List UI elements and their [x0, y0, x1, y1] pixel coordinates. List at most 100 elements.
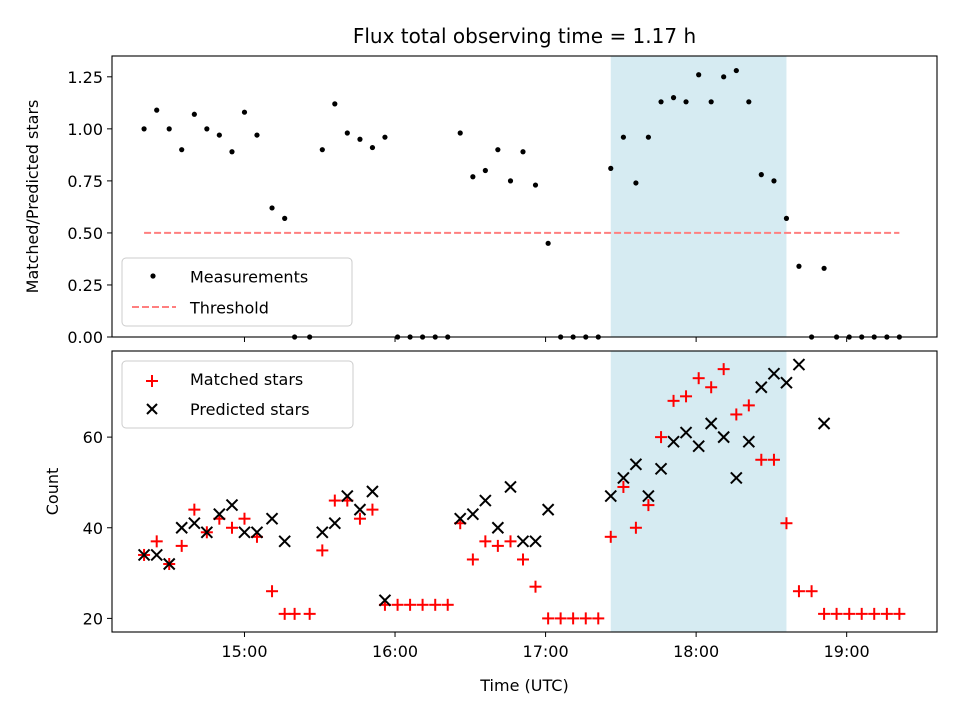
measurement-point — [166, 126, 172, 132]
predicted-x-b — [491, 521, 505, 534]
measurement-point — [344, 130, 350, 136]
bottom-legend: Matched stars Predicted stars — [121, 360, 354, 429]
matched-star-point — [404, 598, 417, 611]
predicted-star-point — [717, 430, 730, 444]
predicted-x-b — [504, 480, 517, 494]
predicted-x-b — [704, 417, 718, 430]
predicted-x-b — [328, 517, 342, 530]
predicted-x-b — [516, 535, 530, 548]
measurement-point — [254, 132, 260, 138]
measurement-point — [357, 136, 363, 142]
bottom-y-ticks: 20 40 60 — [83, 428, 112, 628]
measurement-point — [758, 172, 764, 178]
measurement-point — [620, 134, 627, 140]
top-axes-frame — [111, 55, 938, 338]
matched-star-point — [529, 580, 542, 593]
matched-star-point — [225, 521, 238, 534]
matched-star-point — [692, 372, 705, 385]
x-tick-label: 16:00 — [372, 642, 418, 661]
y-tick-label: 0.00 — [67, 328, 103, 347]
measurement-point — [696, 72, 702, 78]
measurement-point — [457, 130, 463, 136]
measurement-point — [269, 205, 275, 211]
y-tick-label: 1.00 — [67, 120, 103, 139]
predicted-stars-points — [137, 358, 831, 607]
predicted-star-point — [541, 503, 555, 516]
predicted-x-b — [642, 489, 655, 503]
predicted-star-point — [654, 462, 668, 476]
matched-star-point — [175, 539, 188, 552]
y-tick-label: 20 — [83, 609, 103, 628]
predicted-x-b — [250, 526, 264, 539]
predicted-x-b — [175, 521, 188, 534]
matched-star-point — [780, 517, 793, 530]
y-tick-label: 60 — [83, 428, 103, 447]
matched-star-point — [805, 585, 818, 598]
measurement-point — [670, 95, 677, 101]
matched-star-point — [479, 535, 492, 548]
matched-star-point — [730, 408, 743, 421]
measurement-point — [708, 99, 714, 105]
matched-star-point — [767, 453, 780, 466]
matched-star-point — [680, 390, 693, 403]
bottom-panel: 20 40 60 15:00 16:00 17:00 18:00 19:00 Count T… — [43, 350, 938, 695]
predicted-star-point — [341, 489, 354, 503]
measurement-point — [229, 149, 235, 155]
predicted-x-b — [692, 439, 705, 453]
predicted-x-b — [541, 503, 555, 516]
predicted-star-point — [150, 548, 163, 562]
matched-star-point — [429, 598, 442, 611]
predicted-x-b — [767, 367, 781, 380]
measurement-point — [721, 74, 727, 80]
top-y-axis-label: Matched/Predicted stars — [23, 100, 42, 294]
predicted-x-b — [479, 494, 492, 507]
legend-measurement-marker — [150, 273, 156, 279]
top-legend: Measurements Threshold — [121, 257, 353, 327]
predicted-star-point — [137, 548, 151, 562]
x-axis-label: Time (UTC) — [479, 676, 568, 695]
predicted-star-point — [366, 485, 379, 498]
matched-star-point — [516, 553, 529, 566]
matched-star-point — [316, 544, 329, 557]
matched-star-point — [288, 607, 301, 620]
predicted-star-point — [454, 512, 467, 525]
matched-star-point — [642, 499, 655, 512]
predicted-star-point — [491, 521, 505, 534]
measurement-point — [179, 147, 185, 153]
top-highlight-span — [610, 56, 787, 337]
predicted-x-b — [742, 435, 756, 448]
legend-matched-marker — [146, 375, 158, 387]
matched-star-point — [504, 535, 517, 548]
predicted-star-point — [213, 507, 226, 521]
matched-star-point — [441, 598, 454, 611]
bottom-axes-frame — [111, 350, 938, 633]
predicted-x-b — [466, 507, 480, 521]
matched-star-point — [266, 585, 279, 598]
matched-star-point — [592, 612, 605, 625]
matched-star-point — [742, 399, 755, 412]
x-tick-label: 17:00 — [523, 642, 569, 661]
measurement-point — [216, 132, 222, 138]
predicted-star-point — [378, 594, 392, 607]
predicted-x-b — [137, 548, 151, 562]
measurement-point — [204, 126, 210, 132]
matched-star-point — [830, 607, 843, 620]
predicted-star-point — [504, 480, 517, 494]
predicted-x-b — [238, 526, 251, 539]
measurement-point — [382, 134, 388, 140]
predicted-star-point — [163, 557, 176, 571]
matched-star-point — [893, 607, 906, 620]
matched-star-point — [629, 521, 642, 534]
predicted-x-b — [792, 358, 806, 371]
matched-star-point — [238, 512, 251, 525]
measurement-point — [141, 126, 147, 132]
matched-star-point — [855, 607, 868, 620]
measurement-point — [191, 111, 197, 117]
measurement-point — [532, 182, 539, 188]
predicted-star-point — [767, 367, 781, 380]
predicted-x-b — [654, 462, 668, 476]
predicted-star-point — [225, 498, 239, 512]
measurement-point — [332, 101, 338, 107]
matched-star-point — [328, 494, 341, 507]
